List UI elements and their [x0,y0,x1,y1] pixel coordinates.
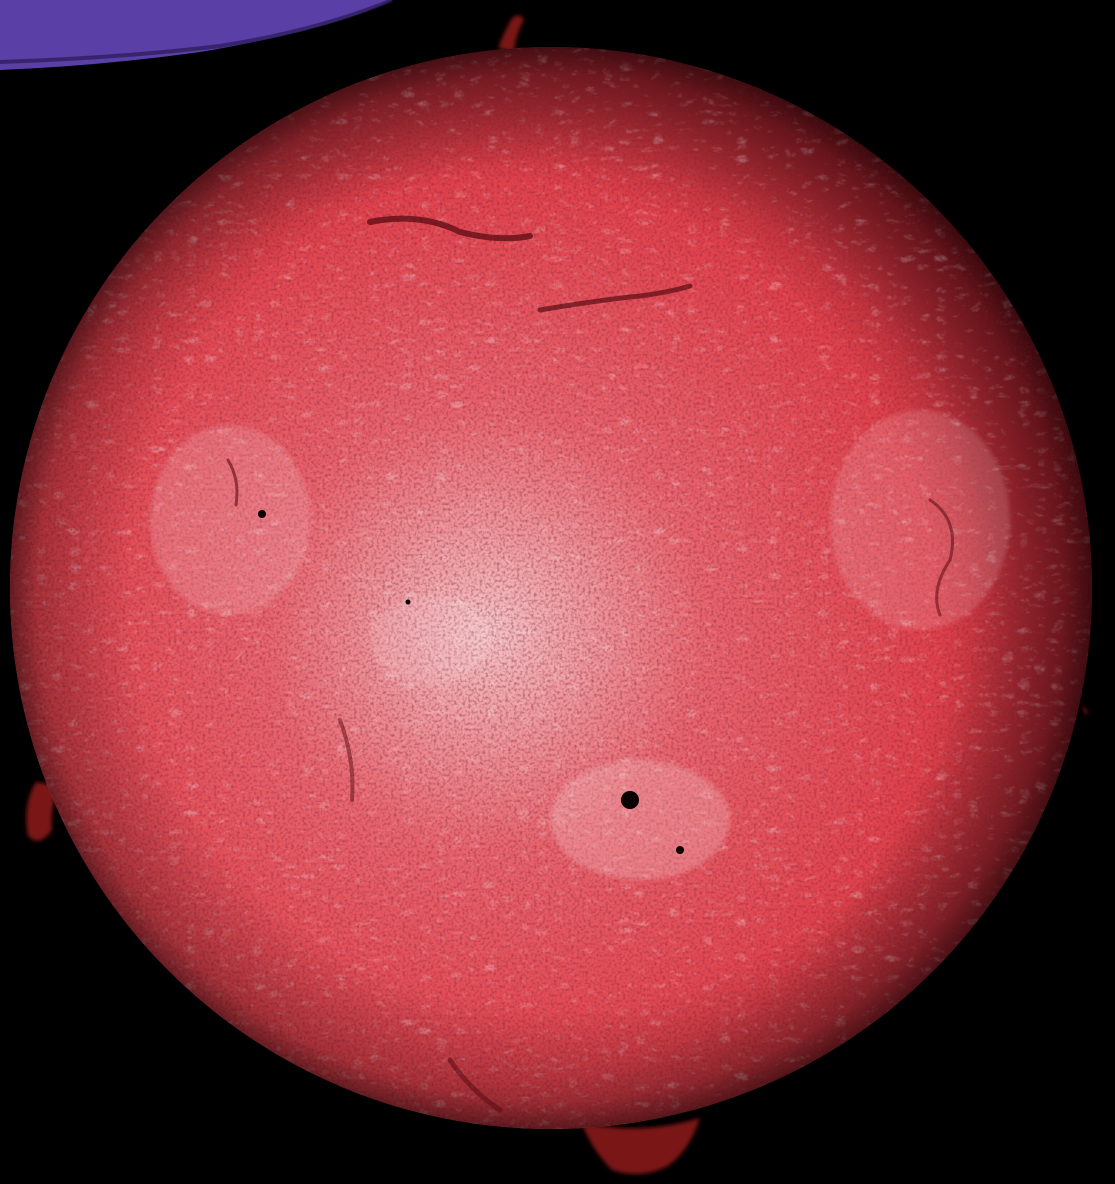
active-regions [150,410,1010,880]
sunspots [258,510,684,854]
corner-object [0,0,393,70]
filaments [226,215,954,1113]
prominences [26,15,1088,1175]
solar-disc [10,47,1092,1129]
